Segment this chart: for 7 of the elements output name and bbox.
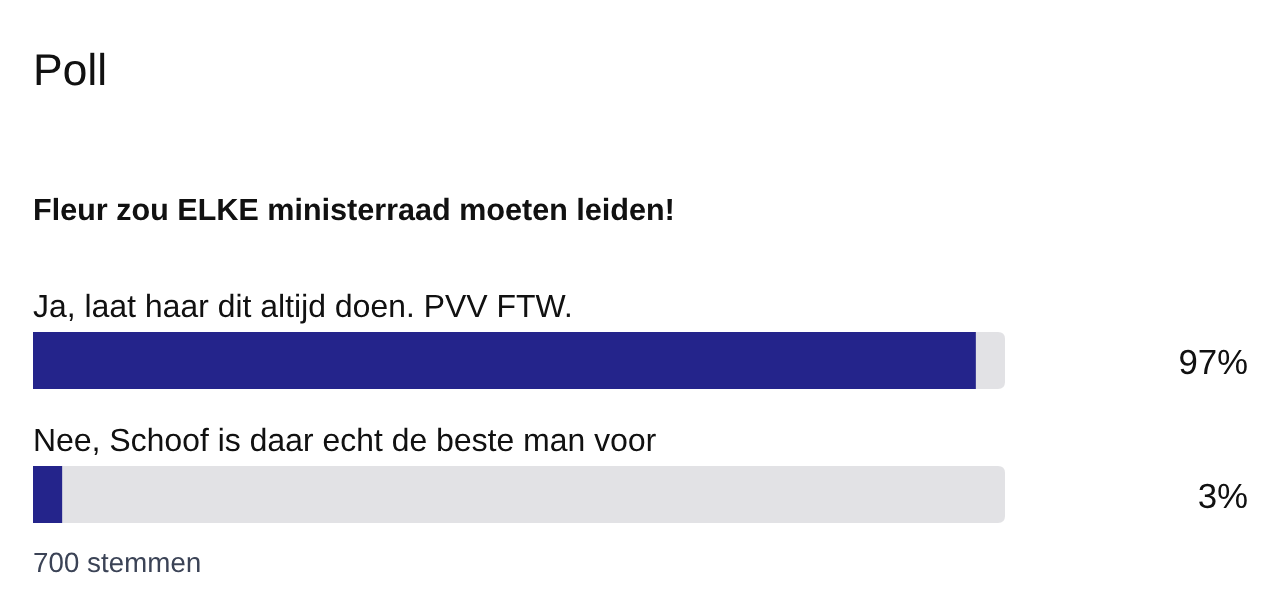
y-tick-label: Ja, laat haar dit altijd doen. PVV FTW. — [33, 293, 570, 324]
chart-subtitle: Fleur zou ELKE ministerraad moeten leiden! — [35, 197, 672, 221]
chart-title: Poll — [36, 52, 105, 86]
text: 700 stemmen — [34, 552, 200, 573]
data-label: 3% — [1199, 483, 1247, 509]
data-label: 97% — [1180, 349, 1247, 375]
y-tick-label: Nee, Schoof is daar echt de beste man voor — [35, 427, 656, 456]
